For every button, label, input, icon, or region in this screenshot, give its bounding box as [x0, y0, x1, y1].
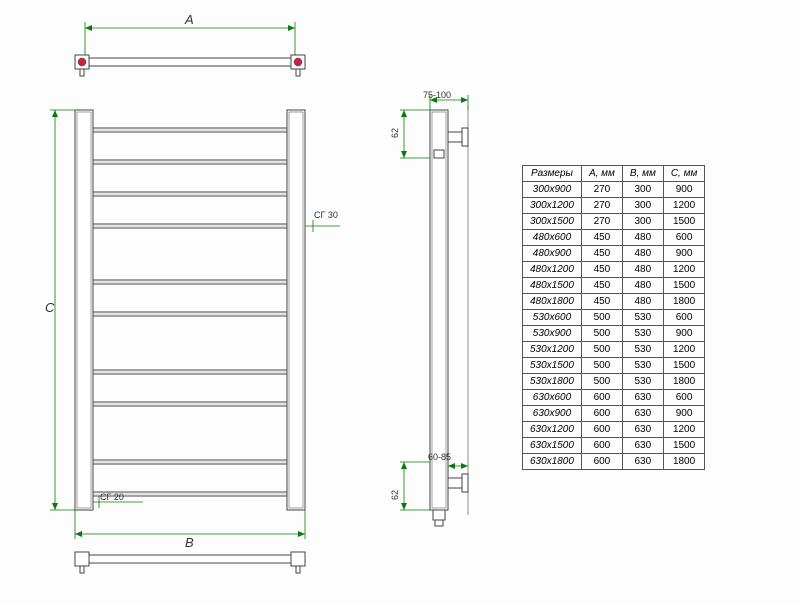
table-header: Размеры: [523, 166, 582, 182]
label-62-top: 62: [390, 128, 400, 138]
table-row: 630x18006006301800: [523, 454, 705, 470]
dim-label-A: A: [185, 12, 194, 27]
table-row: 630x900600630900: [523, 406, 705, 422]
table-row: 530x18005005301800: [523, 374, 705, 390]
table-row: 530x600500530600: [523, 310, 705, 326]
size-table: РазмерыA, ммB, ммC, мм300x90027030090030…: [522, 165, 705, 470]
table-row: 480x18004504801800: [523, 294, 705, 310]
label-75-100: 75-100: [423, 90, 451, 100]
table-row: 630x12006006301200: [523, 422, 705, 438]
table-row: 480x12004504801200: [523, 262, 705, 278]
table-row: 530x15005005301500: [523, 358, 705, 374]
table-row: 630x600600630600: [523, 390, 705, 406]
table-header: B, мм: [622, 166, 663, 182]
table-row: 300x12002703001200: [523, 198, 705, 214]
dim-label-B: B: [185, 535, 194, 550]
dimensions-table: РазмерыA, ммB, ммC, мм300x90027030090030…: [522, 165, 705, 470]
label-ct20: СГ 20: [100, 492, 124, 502]
table-row: 480x15004504801500: [523, 278, 705, 294]
table-row: 630x15006006301500: [523, 438, 705, 454]
table-row: 300x900270300900: [523, 182, 705, 198]
table-row: 530x900500530900: [523, 326, 705, 342]
table-row: 480x900450480900: [523, 246, 705, 262]
label-60-85: 60-85: [428, 452, 451, 462]
dim-label-C: C: [45, 300, 54, 315]
label-62-bot: 62: [390, 490, 400, 500]
table-row: 480x600450480600: [523, 230, 705, 246]
table-header: C, мм: [663, 166, 705, 182]
label-ct30: СГ 30: [314, 210, 338, 220]
table-row: 300x15002703001500: [523, 214, 705, 230]
table-row: 530x12005005301200: [523, 342, 705, 358]
table-header: A, мм: [581, 166, 622, 182]
